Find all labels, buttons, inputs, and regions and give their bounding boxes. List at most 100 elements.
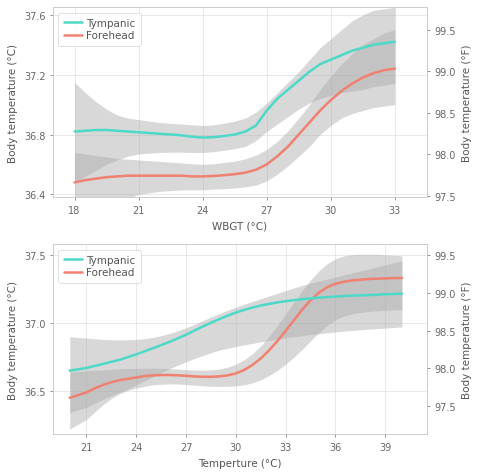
Forehead [142,374,147,379]
Tympanic [275,300,280,306]
Forehead [92,386,97,391]
Tympanic [264,109,270,114]
Tympanic [216,317,222,322]
Forehead [100,382,106,388]
Forehead [253,168,259,173]
Forehead [371,71,376,77]
Tympanic [253,123,259,129]
Forehead [316,290,322,296]
Tympanic [317,62,323,68]
Y-axis label: Body temperature (°C): Body temperature (°C) [8,280,18,399]
Forehead [167,372,172,378]
Forehead [266,348,272,354]
Forehead [283,328,288,334]
Line: Tympanic: Tympanic [70,294,402,371]
Forehead [117,377,122,383]
Forehead [399,276,405,281]
Forehead [136,173,142,179]
Forehead [291,317,297,323]
Tympanic [399,291,405,297]
Tympanic [250,305,255,311]
Tympanic [338,53,344,59]
Tympanic [136,130,142,136]
Tympanic [200,324,205,330]
Forehead [84,390,89,396]
Tympanic [183,332,189,338]
Y-axis label: Body temperature (°F): Body temperature (°F) [462,281,472,398]
Forehead [183,373,189,379]
Forehead [233,371,239,377]
Forehead [225,373,230,378]
Tympanic [296,79,301,84]
Line: Forehead: Forehead [70,278,402,398]
Tympanic [275,97,280,102]
Tympanic [189,135,195,140]
Forehead [157,173,163,179]
Forehead [360,76,366,81]
X-axis label: WBGT (°C): WBGT (°C) [213,221,267,231]
Forehead [150,373,156,378]
Tympanic [232,132,238,138]
Tympanic [175,336,180,341]
Forehead [264,162,270,168]
Forehead [168,173,173,179]
Tympanic [285,88,291,93]
Forehead [241,367,247,373]
Forehead [250,362,255,368]
Tympanic [241,307,247,313]
Forehead [381,68,387,74]
Y-axis label: Body temperature (°F): Body temperature (°F) [462,44,472,162]
Forehead [93,177,99,182]
Tympanic [221,134,227,139]
Forehead [374,276,380,282]
Tympanic [383,292,388,298]
Tympanic [381,41,387,47]
Forehead [200,374,205,380]
Tympanic [358,293,363,298]
Tympanic [167,339,172,345]
Forehead [349,81,355,87]
Tympanic [360,46,366,51]
Tympanic [392,40,398,46]
Tympanic [104,128,109,134]
Tympanic [125,355,131,360]
Tympanic [75,367,81,372]
Forehead [221,173,227,178]
Tympanic [341,294,347,299]
Forehead [296,132,301,138]
Tympanic [333,294,338,300]
Tympanic [233,310,239,316]
Tympanic [133,352,139,357]
Forehead [333,281,338,287]
Forehead [242,170,248,176]
Forehead [275,154,280,160]
Forehead [125,376,131,382]
Tympanic [291,298,297,303]
Forehead [349,278,355,284]
Forehead [216,374,222,379]
Tympanic [200,135,205,141]
Forehead [317,109,323,114]
Forehead [82,178,88,184]
Tympanic [158,343,164,348]
Tympanic [225,313,230,319]
Forehead [200,174,205,180]
Tympanic [308,296,313,302]
Tympanic [266,301,272,307]
Tympanic [307,69,312,75]
Tympanic [210,135,216,141]
Tympanic [300,297,305,302]
Forehead [383,276,388,282]
X-axis label: Temperture (°C): Temperture (°C) [198,458,282,468]
Forehead [328,98,334,104]
Forehead [192,374,197,379]
Tympanic [316,295,322,301]
Forehead [308,298,313,303]
Tympanic [93,128,99,134]
Tympanic [374,292,380,298]
Tympanic [72,129,77,135]
Forehead [275,338,280,344]
Forehead [300,307,305,313]
Line: Forehead: Forehead [74,69,395,183]
Forehead [179,173,184,179]
